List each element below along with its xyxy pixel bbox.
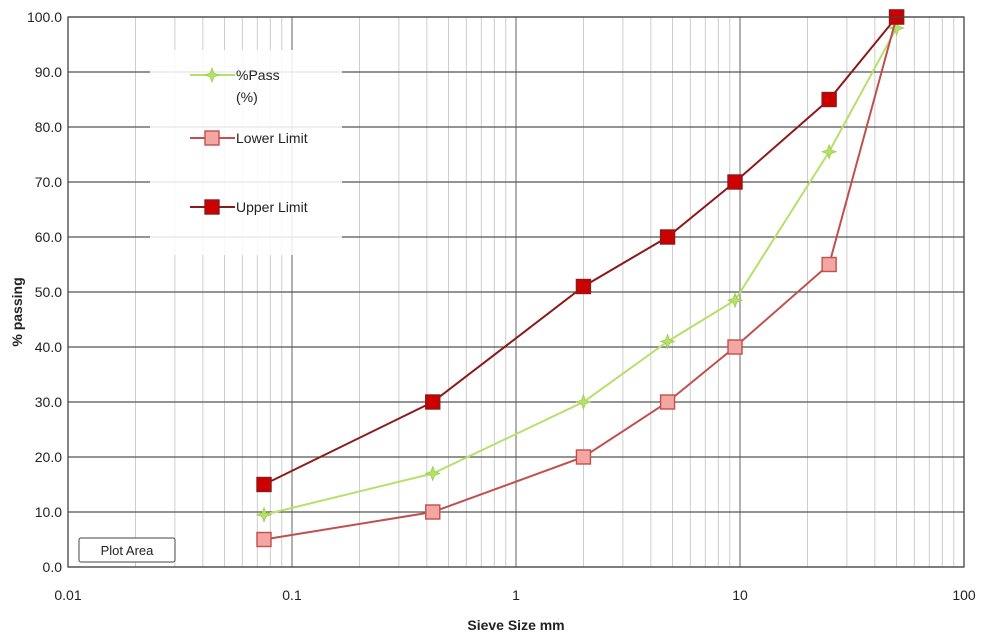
y-tick-label: 20.0 — [35, 449, 62, 465]
x-tick-label: 10 — [732, 587, 748, 603]
legend-label: (%) — [236, 89, 258, 105]
x-tick-label: 100 — [952, 587, 976, 603]
legend-marker — [204, 199, 220, 215]
series-1 — [256, 9, 905, 548]
y-tick-label: 90.0 — [35, 64, 62, 80]
y-tick-label: 100.0 — [27, 9, 62, 25]
legend-entry-2: Upper Limit — [190, 199, 308, 215]
data-point — [256, 531, 272, 548]
legend-label: Upper Limit — [236, 199, 308, 215]
series-line — [263, 16, 898, 486]
data-point — [726, 292, 744, 309]
data-point — [821, 256, 837, 273]
data-point — [256, 476, 272, 493]
legend-label: Lower Limit — [236, 130, 308, 146]
y-tick-label: 80.0 — [35, 119, 62, 135]
data-point — [424, 465, 441, 482]
legend-marker — [204, 130, 220, 146]
legend-entry-0: %Pass (%) — [190, 66, 280, 105]
series-line — [263, 27, 898, 516]
data-point — [820, 143, 838, 160]
legend: %Pass (%) Lower Limit Upper Limit — [150, 50, 342, 255]
y-tick-label: 60.0 — [35, 229, 62, 245]
x-tick-label: 0.01 — [54, 587, 81, 603]
x-tick-label: 0.1 — [282, 587, 302, 603]
y-tick-label: 40.0 — [35, 339, 62, 355]
x-tick-label: 1 — [512, 587, 520, 603]
data-point — [659, 394, 676, 410]
y-tick-label: 30.0 — [35, 394, 62, 410]
data-point — [425, 394, 441, 410]
plot-area-label-text: Plot Area — [101, 543, 155, 558]
series-2 — [256, 9, 905, 493]
data-point — [821, 91, 837, 108]
data-point — [575, 449, 592, 465]
data-point — [727, 174, 743, 190]
y-tick-label: 70.0 — [35, 174, 62, 190]
data-point — [575, 278, 592, 295]
legend-entry-1: Lower Limit — [190, 130, 308, 146]
series-layer — [255, 9, 905, 548]
y-axis-title: % passing — [9, 277, 25, 346]
data-point — [425, 504, 441, 520]
legend-background — [150, 50, 342, 255]
data-point — [659, 229, 676, 245]
x-axis-title: Sieve Size mm — [467, 617, 564, 633]
y-tick-label: 10.0 — [35, 504, 62, 520]
data-point — [575, 393, 592, 411]
plot-area-label-box — [78, 537, 176, 563]
data-point — [255, 506, 273, 523]
series-0 — [255, 19, 905, 523]
y-tick-label: 50.0 — [35, 284, 62, 300]
axes-layer: 0.010.020.030.040.050.060.070.080.090.01… — [27, 9, 976, 603]
y-tick-label: 0.0 — [43, 559, 63, 575]
data-point — [659, 333, 676, 350]
legend-marker — [203, 66, 221, 84]
plot-area-label: Plot Area — [78, 537, 176, 563]
plot-frame — [67, 16, 965, 568]
data-point — [727, 339, 743, 355]
legend-label: %Pass — [236, 67, 280, 83]
